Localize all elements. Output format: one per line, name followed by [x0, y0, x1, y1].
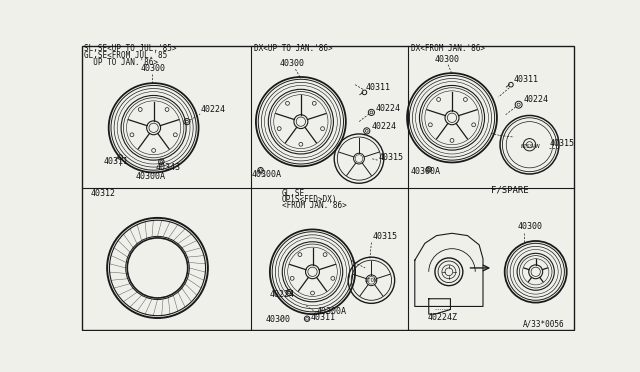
- Text: DX<UP TO JAN.'86>: DX<UP TO JAN.'86>: [254, 44, 333, 53]
- Text: UP TO JAN.'86>: UP TO JAN.'86>: [84, 58, 158, 67]
- Text: DX<FROM JAN.'86>: DX<FROM JAN.'86>: [411, 44, 485, 53]
- Text: 40311: 40311: [311, 313, 336, 322]
- Text: A/33*0056: A/33*0056: [524, 320, 565, 328]
- Text: 40224: 40224: [371, 122, 396, 131]
- Text: ITON: ITON: [365, 278, 378, 283]
- Text: SL,SE<UP TO JUL.'85>: SL,SE<UP TO JUL.'85>: [84, 44, 177, 53]
- Text: 40311: 40311: [365, 83, 390, 92]
- Text: 40311: 40311: [514, 76, 539, 84]
- Text: GL,SE: GL,SE: [282, 189, 305, 198]
- Text: 40300A: 40300A: [252, 170, 282, 179]
- Text: 40224: 40224: [524, 95, 548, 105]
- Text: 40224: 40224: [270, 290, 295, 299]
- Text: 40224: 40224: [376, 104, 401, 113]
- Text: 40311: 40311: [103, 157, 128, 166]
- Text: <FROM JAN.'86>: <FROM JAN.'86>: [282, 201, 346, 210]
- Text: 40224Z: 40224Z: [428, 312, 458, 321]
- Text: 40300: 40300: [435, 55, 460, 64]
- Text: 40300A: 40300A: [411, 167, 441, 176]
- Text: 40300A: 40300A: [136, 172, 166, 182]
- Text: OP)S<FED>DX): OP)S<FED>DX): [282, 195, 337, 204]
- Text: NISSAN: NISSAN: [520, 144, 540, 149]
- Text: GL,SE<FROM JUL.'85: GL,SE<FROM JUL.'85: [84, 51, 167, 60]
- Text: 40312: 40312: [91, 189, 116, 198]
- Text: 40315: 40315: [373, 232, 398, 241]
- Text: 40315: 40315: [378, 153, 403, 162]
- Text: 40300: 40300: [266, 315, 291, 324]
- Text: F/SPARE: F/SPARE: [491, 186, 529, 195]
- Text: 40300: 40300: [140, 64, 166, 73]
- Text: 40224: 40224: [201, 105, 226, 113]
- Text: 40300A: 40300A: [316, 307, 346, 316]
- Text: 40300: 40300: [280, 59, 305, 68]
- Text: 40315: 40315: [550, 139, 575, 148]
- Text: 40300: 40300: [518, 222, 543, 231]
- Text: 40343: 40343: [156, 163, 181, 172]
